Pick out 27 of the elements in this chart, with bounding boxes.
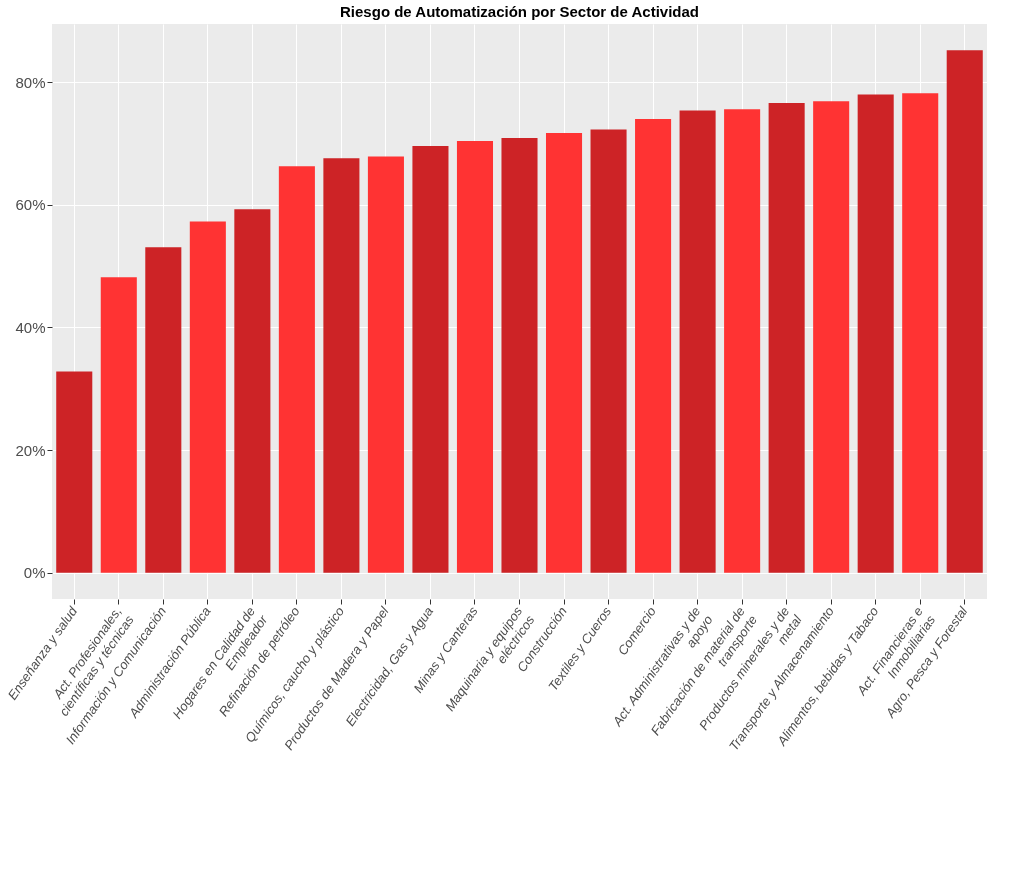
- bar: [189, 221, 226, 573]
- y-tick-label: 80%: [15, 73, 46, 91]
- y-tick-label: 40%: [15, 318, 46, 336]
- bar: [768, 103, 805, 573]
- chart-title: Riesgo de Automatización por Sector de Actividad: [340, 3, 699, 20]
- bar: [946, 50, 983, 573]
- bar: [813, 101, 850, 573]
- bar: [501, 138, 538, 573]
- bar: [902, 93, 939, 573]
- y-tick-label: 60%: [15, 196, 46, 214]
- bar: [56, 371, 93, 573]
- bar: [724, 109, 761, 573]
- bar: [323, 158, 360, 573]
- bar: [412, 145, 449, 573]
- bar: [679, 110, 716, 573]
- bar: [234, 209, 271, 573]
- bar: [635, 119, 672, 573]
- y-tick-label: 20%: [15, 441, 46, 459]
- y-tick-label: 0%: [23, 564, 46, 582]
- bar: [278, 166, 315, 573]
- bar: [590, 129, 627, 573]
- bar: [145, 247, 182, 573]
- bar: [367, 156, 404, 573]
- bar: [100, 277, 137, 573]
- bar: [857, 94, 894, 573]
- bar: [456, 141, 494, 573]
- bar: [545, 133, 583, 573]
